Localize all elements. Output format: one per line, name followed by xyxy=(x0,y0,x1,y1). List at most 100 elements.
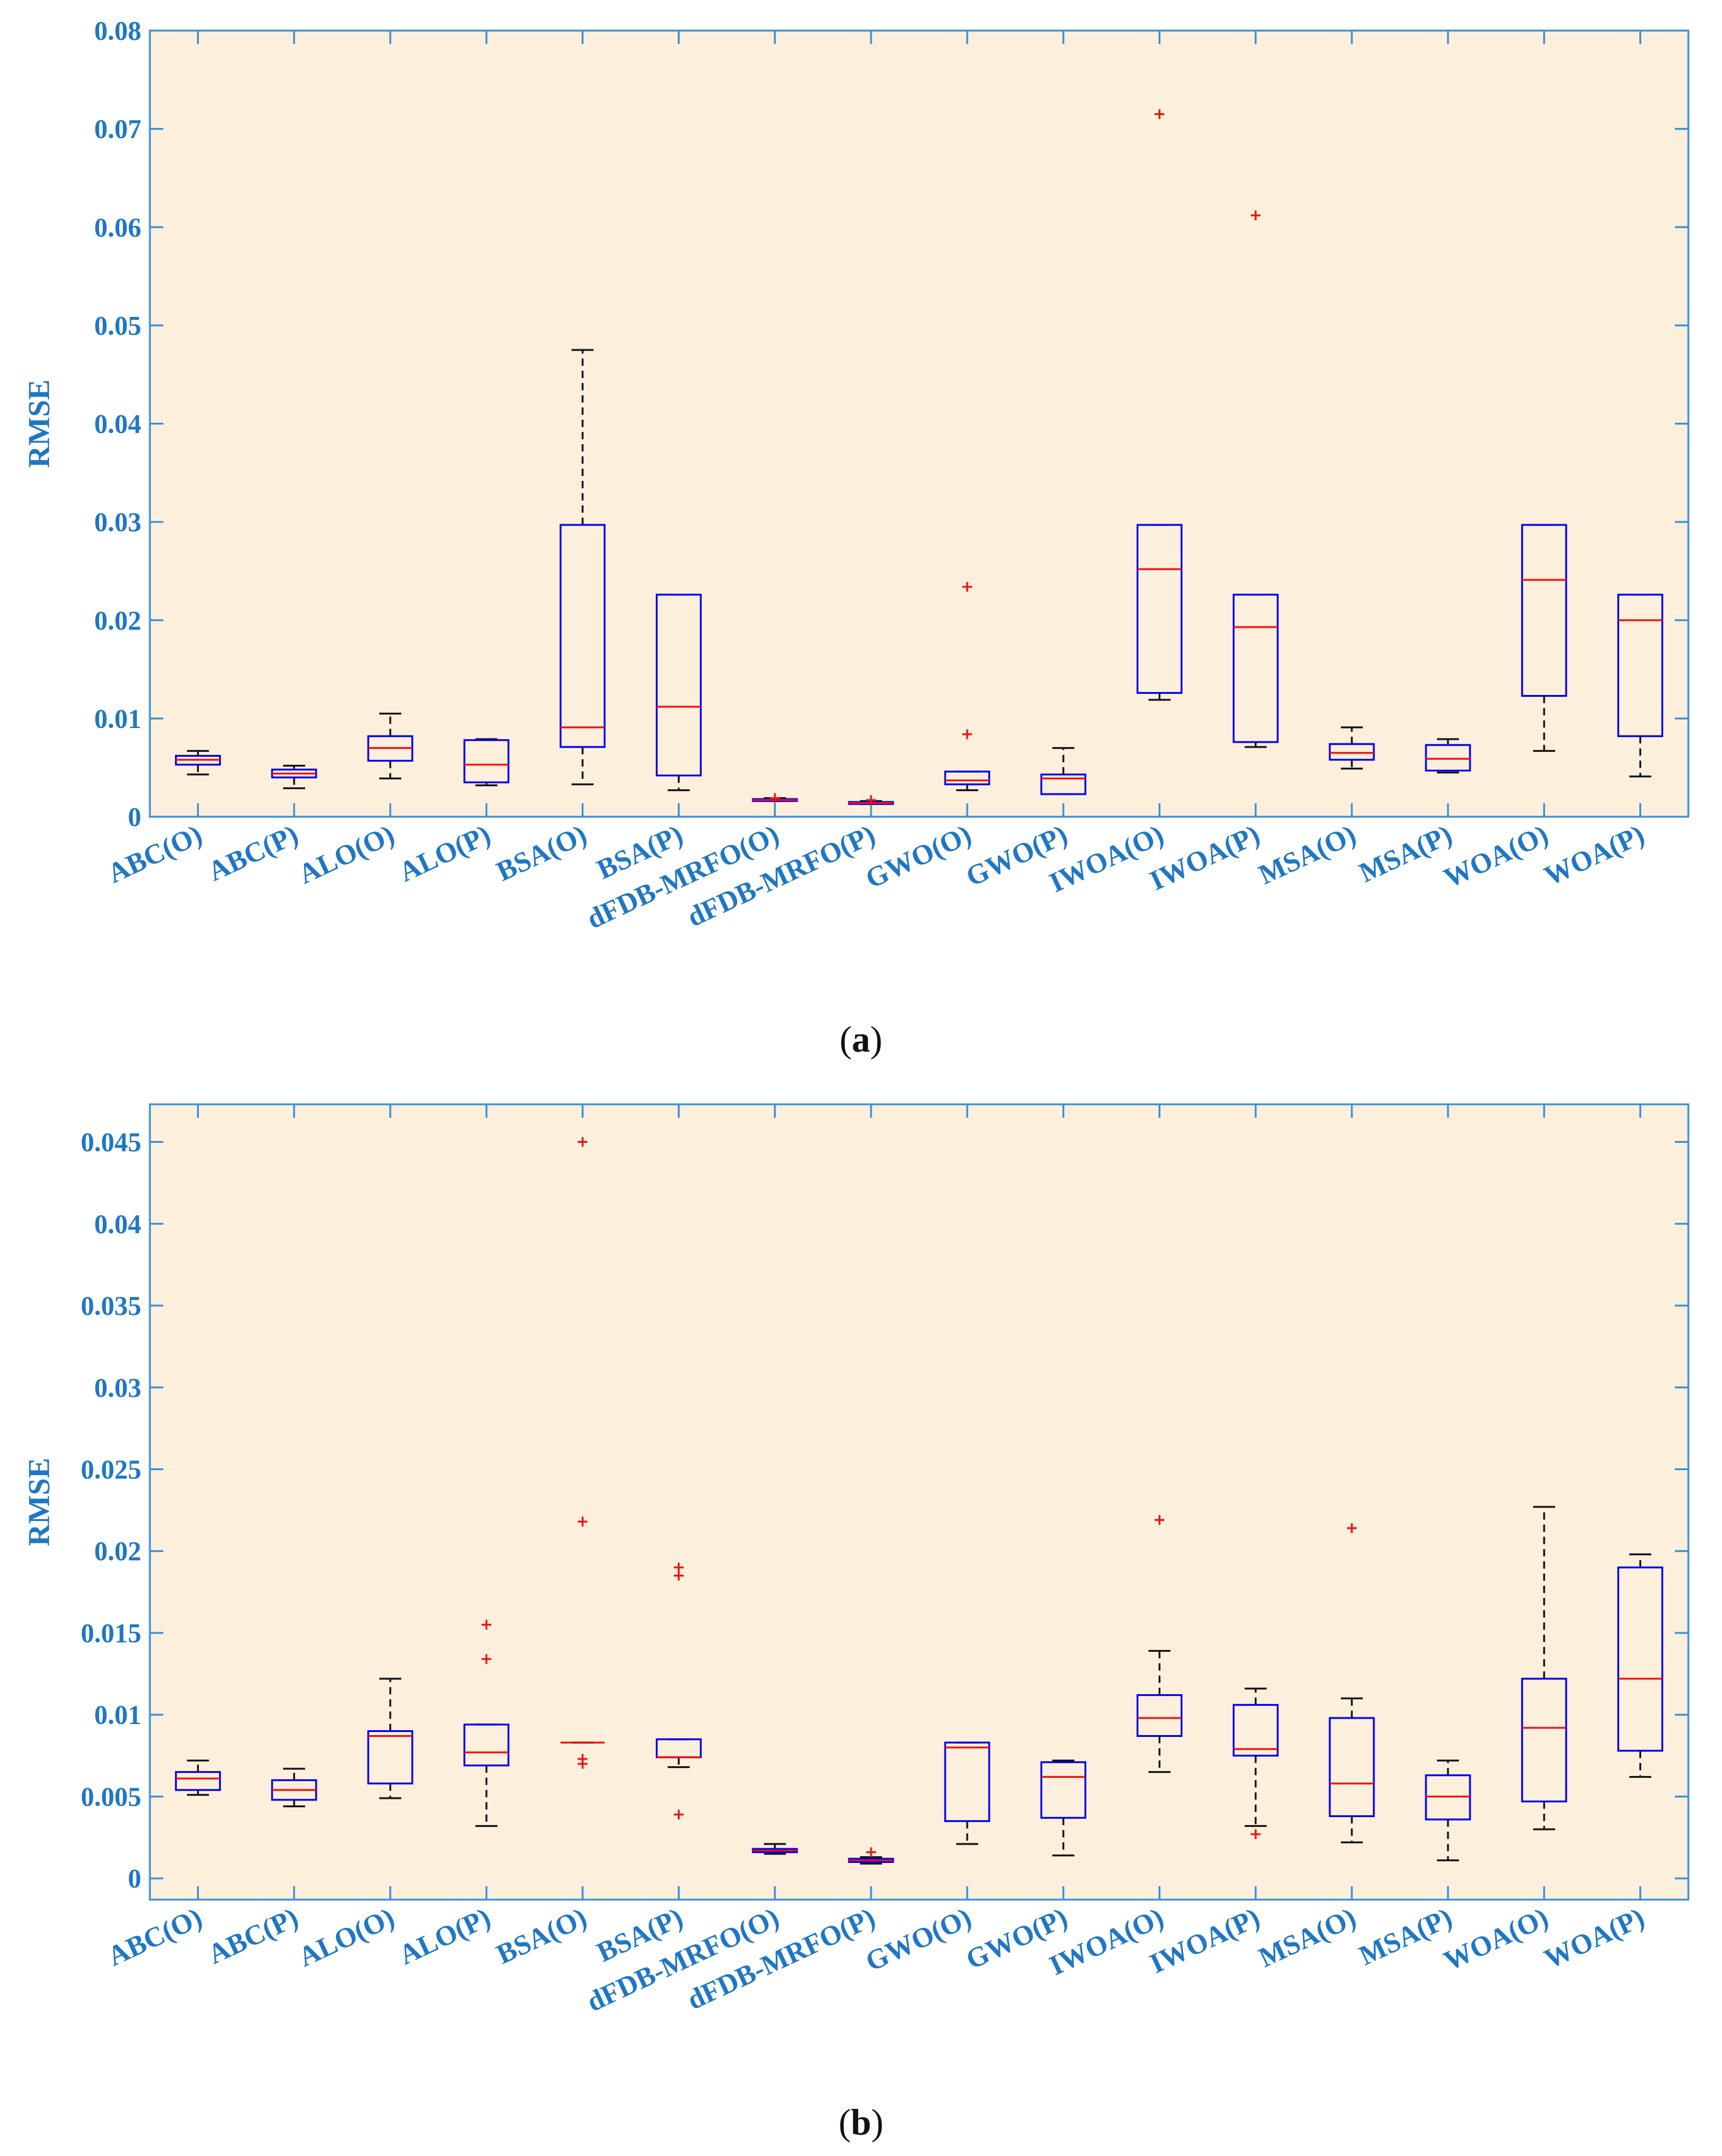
panel-b-xtick-label: BSA(O) xyxy=(492,1901,592,1970)
iqr-box xyxy=(175,1771,221,1791)
panel-b-xtick-label: ABC(P) xyxy=(203,1901,303,1970)
panel-a-ytick-label: 0.03 xyxy=(94,507,141,537)
boxplot-a: 0 0.01 0.02 0.03 0.04 0.05 0.06 0.07 0.08 RMSE ABC… xyxy=(21,16,1690,935)
panel-b-box-GWO(P) xyxy=(1040,1760,1086,1857)
iqr-box xyxy=(656,593,702,777)
outlier-marker xyxy=(1250,1829,1261,1840)
panel-a-xtick-label: GWO(O) xyxy=(861,819,976,894)
panel-a-xtick-label: MSA(P) xyxy=(1354,819,1457,888)
panel-a-ytick-label: 0.06 xyxy=(94,212,141,242)
iqr-box xyxy=(1425,744,1471,772)
caption-a: (a) xyxy=(839,1019,883,1060)
panel-b-xtick-label: WOA(O) xyxy=(1439,1901,1553,1977)
panel-b-xtick-label: MSA(O) xyxy=(1254,1901,1360,1973)
panel-b-ytick-label: 0.03 xyxy=(94,1373,141,1403)
panel-a-ytick-label: 0.08 xyxy=(94,16,141,46)
panel-b-xtick-label: WOA(P) xyxy=(1540,1901,1649,1975)
caption-b: (b) xyxy=(838,2102,884,2143)
iqr-box xyxy=(1233,1704,1279,1757)
outlier-marker xyxy=(1154,109,1165,119)
panel-b-plot-area xyxy=(150,1104,1688,1900)
panel-a-box-ALO(O) xyxy=(367,712,414,779)
panel-a-plot-area xyxy=(150,31,1688,817)
panel-a-ylabel: RMSE xyxy=(21,379,56,467)
outlier-marker xyxy=(674,1809,684,1820)
panel-b-ytick-label: 0.035 xyxy=(81,1291,141,1321)
boxplot-b: 0 0.005 0.01 0.015 0.02 0.025 0.03 0.035 0.04 0.0… xyxy=(21,1103,1690,2018)
outlier-marker xyxy=(866,795,876,805)
panel-b-box-MSA(O) xyxy=(1329,1523,1375,1843)
panel-a-xtick-label: MSA(O) xyxy=(1254,819,1360,890)
panel-b-box-ALO(O) xyxy=(367,1678,414,1799)
panel-a-box-dFDB-MRFO(P) xyxy=(848,795,894,805)
panel-a-box-ABC(P) xyxy=(271,764,317,789)
iqr-box xyxy=(1329,1717,1375,1818)
panel-b-box-BSA(P) xyxy=(656,1562,702,1820)
panel-a-box-ALO(P) xyxy=(463,738,510,787)
panel-a-box-ABC(O) xyxy=(175,749,221,776)
panel-b-box-ABC(P) xyxy=(271,1768,317,1808)
panel-a-xtick-label: ABC(O) xyxy=(103,819,207,889)
panel-a-xtick-label: IWOA(P) xyxy=(1145,819,1264,896)
iqr-box xyxy=(1617,1566,1663,1752)
panel-a-ytick-label: 0.01 xyxy=(94,704,141,734)
iqr-box xyxy=(463,739,510,784)
outlier-marker xyxy=(770,793,780,803)
panel-a-xtick-label: WOA(O) xyxy=(1439,819,1553,894)
caption-a-letter: a xyxy=(852,1019,870,1060)
panel-b-box-dFDB-MRFO(P) xyxy=(848,1847,894,1865)
outlier-marker xyxy=(577,1517,588,1527)
panel-b-box-MSA(P) xyxy=(1425,1760,1471,1862)
panel-a-axes-frame xyxy=(149,29,1690,818)
iqr-box xyxy=(1521,1678,1567,1803)
outlier-marker xyxy=(1250,210,1261,220)
outlier-marker xyxy=(962,582,973,592)
panel-a-ytick-label: 0.04 xyxy=(94,409,141,439)
iqr-box xyxy=(944,770,990,786)
panel-b-ytick-label: 0.02 xyxy=(94,1536,141,1566)
panel-b-ytick-label: 0.005 xyxy=(81,1782,141,1812)
panel-a-box-MSA(P) xyxy=(1425,738,1471,774)
panel-a-box-GWO(O) xyxy=(944,582,990,792)
panel-b-box-IWOA(O) xyxy=(1136,1515,1182,1773)
iqr-box xyxy=(1040,773,1086,795)
panel-b-box-BSA(O) xyxy=(560,1137,605,1769)
panel-a-box-IWOA(O) xyxy=(1136,109,1182,701)
panel-b-box-dFDB-MRFO(O) xyxy=(752,1843,798,1855)
panel-a-xtick-label: WOA(P) xyxy=(1540,819,1649,892)
panel-a-ytick-label: 0.05 xyxy=(94,311,141,341)
panel-a-ytick-label: 0.02 xyxy=(94,606,141,636)
panel-b-axes-frame xyxy=(149,1103,1690,1901)
panel-b-box-WOA(P) xyxy=(1617,1553,1663,1778)
panel-a-box-IWOA(P) xyxy=(1233,210,1279,748)
panel-b-box-ALO(P) xyxy=(463,1619,510,1827)
panel-b-ytick-label: 0.015 xyxy=(81,1618,141,1648)
panel-b-box-WOA(O) xyxy=(1521,1506,1567,1831)
iqr-box xyxy=(463,1723,510,1767)
outlier-marker xyxy=(866,1847,876,1857)
iqr-box xyxy=(1329,743,1375,761)
iqr-box xyxy=(367,1730,414,1785)
panel-a-box-WOA(P) xyxy=(1617,593,1663,778)
iqr-box xyxy=(559,524,606,748)
outlier-marker xyxy=(674,1562,684,1572)
panel-a-box-BSA(O) xyxy=(559,349,606,786)
panel-a-box-GWO(P) xyxy=(1040,747,1086,795)
panel-a-xtick-label: ALO(P) xyxy=(394,819,495,888)
panel-b-xtick-label: ABC(O) xyxy=(103,1901,207,1972)
panel-a-box-dFDB-MRFO(O) xyxy=(752,793,798,803)
panel-b-ylabel: RMSE xyxy=(21,1458,56,1546)
iqr-box xyxy=(1617,593,1663,737)
iqr-box xyxy=(1233,593,1279,743)
panel-b-xtick-label: IWOA(P) xyxy=(1145,1901,1264,1979)
panel-b-xtick-label: GWO(O) xyxy=(861,1901,976,1977)
iqr-box xyxy=(944,1741,990,1823)
panel-a-xtick-label: BSA(O) xyxy=(492,819,592,887)
iqr-box xyxy=(1136,1694,1182,1738)
panel-b-box-GWO(O) xyxy=(944,1741,990,1845)
outlier-marker xyxy=(577,1137,588,1147)
panel-a-xtick-label: ABC(P) xyxy=(203,819,303,887)
iqr-box xyxy=(1521,524,1567,697)
panel-b-ytick-label: 0 xyxy=(128,1864,141,1894)
outlier-marker xyxy=(674,1571,684,1581)
